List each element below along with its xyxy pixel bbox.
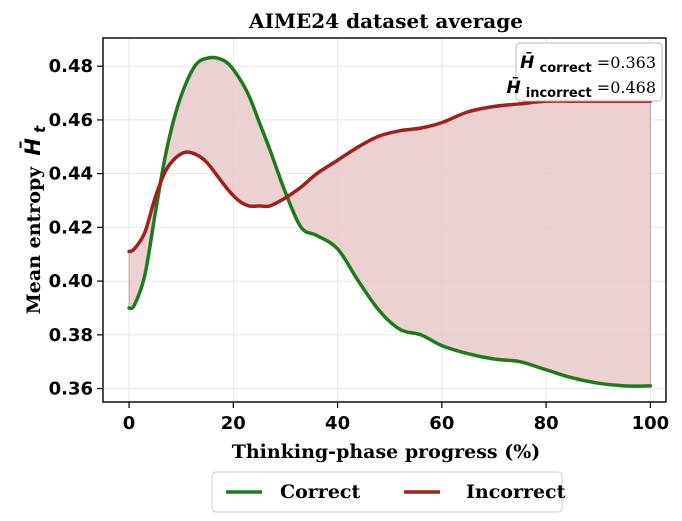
y-axis-label-subscript: t xyxy=(31,125,49,133)
y-tick-label-4: 0.44 xyxy=(49,164,93,185)
y-axis-label-symbol: H̄ xyxy=(20,138,45,156)
x-tick-label-0: 0 xyxy=(123,413,136,434)
annotation-box: H̄ correct =0.363 H̄ incorrect =0.468 xyxy=(506,42,663,102)
series-line-correct xyxy=(127,55,653,388)
x-axis-ticks: 0 20 40 60 80 100 xyxy=(123,402,669,434)
x-tick-label-5: 100 xyxy=(632,413,670,434)
legend-label-incorrect: Incorrect xyxy=(466,481,566,503)
y-tick-label-0: 0.36 xyxy=(49,379,93,400)
annotation-correct-value: =0.363 xyxy=(597,53,656,72)
annotation-incorrect-value: =0.468 xyxy=(597,78,656,97)
annotation-incorrect-subscript: incorrect xyxy=(526,86,592,101)
series-lines xyxy=(127,55,653,388)
y-axis-label-text: Mean entropy xyxy=(23,166,45,315)
annotation-correct-subscript: correct xyxy=(539,61,591,76)
annotation-incorrect-symbol: H̄ xyxy=(506,76,520,98)
fill-between-area xyxy=(128,56,651,387)
x-axis-label: Thinking-phase progress (%) xyxy=(232,441,541,463)
x-tick-label-4: 80 xyxy=(534,413,559,434)
y-tick-label-5: 0.46 xyxy=(49,110,93,131)
annotation-incorrect: H̄ incorrect =0.468 xyxy=(506,76,656,101)
legend: Correct Incorrect xyxy=(211,471,566,513)
y-tick-label-3: 0.42 xyxy=(49,217,93,238)
annotation-correct: H̄ correct =0.363 xyxy=(520,51,656,76)
y-axis-label: Mean entropy H̄ t xyxy=(20,125,49,314)
y-tick-label-6: 0.48 xyxy=(49,56,93,77)
plot-frame xyxy=(102,37,667,403)
series-line-incorrect xyxy=(127,99,653,254)
legend-label-correct: Correct xyxy=(280,481,360,503)
x-tick-label-2: 40 xyxy=(325,413,350,434)
y-tick-label-2: 0.40 xyxy=(49,271,93,292)
annotation-correct-symbol: H̄ xyxy=(520,51,534,73)
chart-title: AIME24 dataset average xyxy=(248,9,523,33)
svg-text:Mean entropy H̄ t: Mean entropy H̄ t xyxy=(20,125,49,314)
x-tick-label-1: 20 xyxy=(221,413,246,434)
y-axis-ticks: 0.36 0.38 0.40 0.42 0.44 0.46 0.48 xyxy=(49,56,103,400)
x-tick-label-3: 60 xyxy=(429,413,454,434)
y-tick-label-1: 0.38 xyxy=(49,325,93,346)
